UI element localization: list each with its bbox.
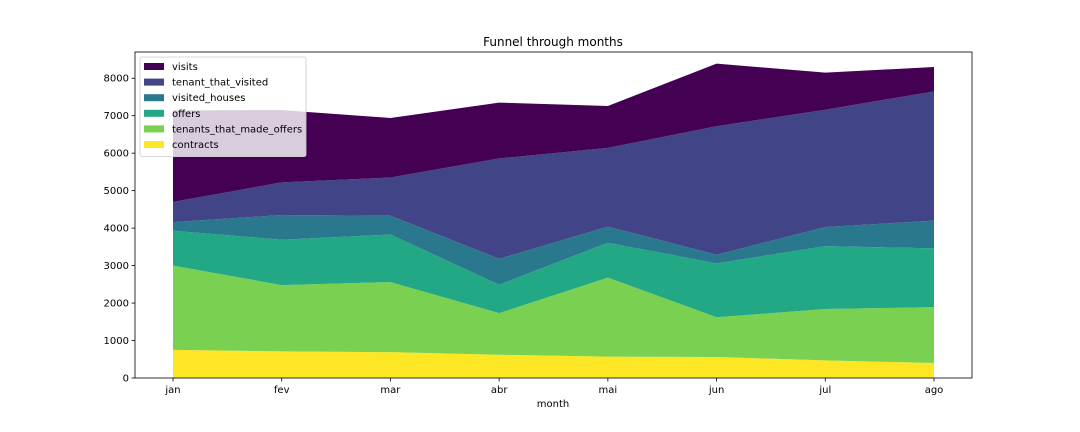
y-tick-label: 6000 — [104, 149, 129, 160]
y-tick-label: 3000 — [104, 261, 129, 272]
x-tick-label: abr — [491, 385, 508, 396]
x-tick-label: jun — [708, 385, 724, 396]
y-tick-label: 1000 — [104, 336, 129, 347]
area-tenants-that-made-offers — [173, 265, 934, 364]
y-tick-label: 5000 — [104, 186, 129, 197]
legend-label-contracts: contracts — [172, 140, 219, 151]
legend-box — [139, 56, 307, 157]
legend-swatch-tenants-that-made-offers — [144, 125, 164, 133]
legend-label-tenant-that-visited: tenant_that_visited — [172, 78, 268, 89]
x-tick-label: fev — [274, 385, 290, 396]
x-tick-label: ago — [925, 385, 944, 396]
legend: visits tenant_that_visited visited_houseso… — [139, 56, 307, 157]
area-visits — [173, 63, 934, 202]
chart-title: Funnel through months — [483, 35, 623, 49]
x-tick-label: jul — [818, 385, 831, 396]
x-axis-label: month — [537, 399, 569, 410]
area-contracts — [173, 349, 934, 378]
legend-swatch-tenant-that-visited — [144, 78, 164, 86]
area-tenant-that-visited — [173, 91, 934, 259]
x-tick-label: jan — [164, 385, 180, 396]
y-tick-label: 8000 — [104, 74, 129, 85]
legend-swatch-contracts — [144, 141, 164, 148]
legend-swatch-visits — [144, 63, 164, 70]
legend-label-tenants-that-made-offers: tenants_that_made_offers — [172, 124, 302, 135]
legend-label-visited-houses: visited_houses — [172, 93, 245, 104]
area-offers — [173, 230, 934, 318]
legend-label-visits: visits — [172, 62, 198, 73]
x-tick-label: mai — [599, 385, 618, 396]
y-tick-label: 0 — [123, 374, 129, 385]
legend-label-offers: offers — [172, 109, 200, 120]
y-tick-label: 2000 — [104, 299, 129, 310]
axes: 0 1000 2000 3000 4000 5000 6000 7000 8000 jan fev m… — [104, 51, 973, 396]
legend-swatch-offers — [144, 109, 164, 117]
legend-swatch-visited-houses — [144, 94, 164, 102]
area-visited-houses — [173, 215, 934, 285]
x-tick-label: mar — [380, 385, 401, 396]
y-tick-label: 4000 — [104, 224, 129, 235]
plot-frame — [134, 51, 973, 379]
y-tick-label: 7000 — [104, 111, 129, 122]
area-layers — [173, 63, 934, 378]
